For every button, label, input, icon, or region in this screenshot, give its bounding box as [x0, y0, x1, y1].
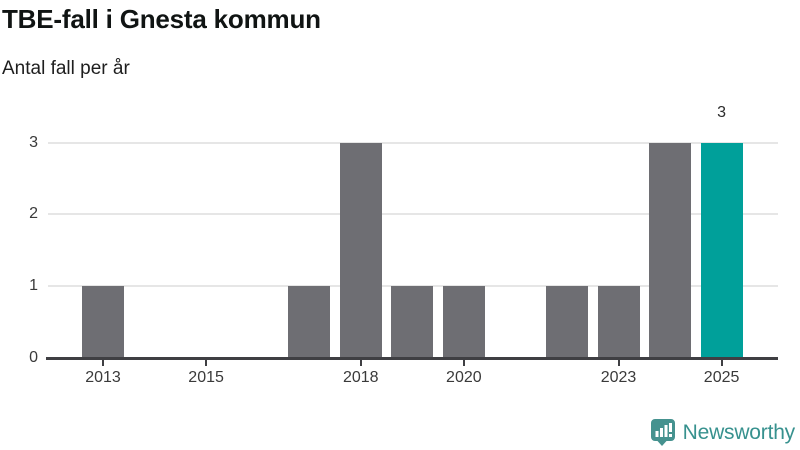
- x-axis-label-2018: 2018: [342, 369, 379, 386]
- gridline-y-3: [48, 141, 778, 144]
- bar-2025: [700, 142, 743, 358]
- bar-2017: [288, 286, 331, 358]
- x-tick-2013: [102, 360, 104, 366]
- brand-name: Newsworthy: [682, 420, 796, 444]
- bar-2013: [82, 286, 124, 358]
- chart-title: TBE-fall i Gnesta kommun: [2, 4, 321, 34]
- x-axis-label-2020: 2020: [446, 369, 482, 386]
- bar-2018: [339, 142, 382, 358]
- bar-2023: [597, 286, 640, 358]
- newsworthy-logo-icon: [650, 419, 675, 446]
- highlight-value-label: 3: [717, 104, 727, 121]
- x-axis-line: [46, 357, 778, 360]
- x-tick-2023: [617, 360, 620, 366]
- bar-2022: [545, 286, 588, 358]
- y-axis-label-0: 0: [29, 349, 38, 366]
- bar-2024: [649, 142, 692, 358]
- y-axis-label-2: 2: [29, 205, 38, 223]
- y-axis-label-3: 3: [29, 133, 38, 151]
- x-tick-2015: [205, 360, 208, 366]
- gridline-y-2: [48, 213, 778, 216]
- brand-footer: Newsworthy: [650, 419, 796, 446]
- x-tick-2025: [720, 360, 723, 366]
- x-tick-2020: [462, 360, 465, 366]
- x-axis-label-2023: 2023: [600, 369, 637, 386]
- bar-2019: [391, 286, 434, 358]
- bar-2020: [442, 286, 485, 358]
- x-tick-2018: [359, 360, 362, 366]
- x-axis-label-2015: 2015: [188, 369, 224, 386]
- x-axis-label-2013: 2013: [85, 369, 121, 386]
- y-axis-label-1: 1: [29, 277, 38, 295]
- chart-subtitle: Antal fall per år: [2, 58, 130, 79]
- x-axis-label-2025: 2025: [703, 369, 740, 386]
